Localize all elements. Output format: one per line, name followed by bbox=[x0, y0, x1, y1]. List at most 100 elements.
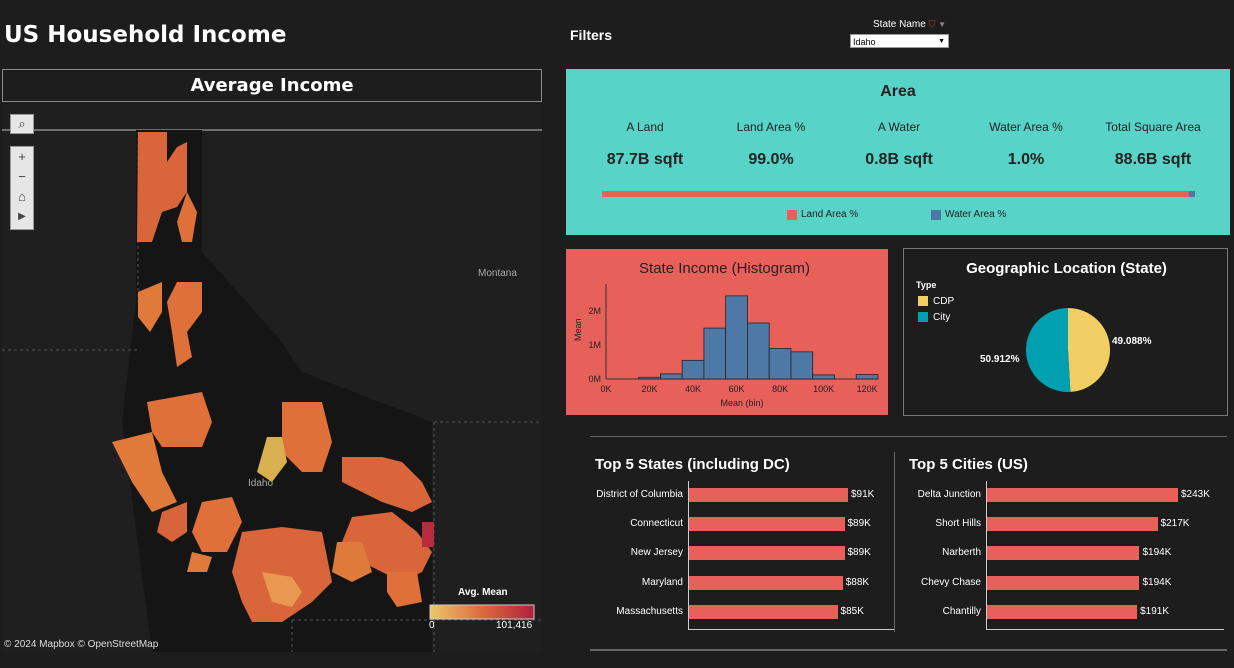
kpi-label-land: A Land bbox=[626, 120, 664, 134]
top-cities-chart: Top 5 Cities (US) Delta Junction $243K Sho… bbox=[904, 440, 1227, 640]
pie-title: Geographic Location (State) bbox=[966, 260, 1167, 277]
bar-value-label: $194K bbox=[1142, 576, 1172, 588]
pie-chart[interactable] bbox=[904, 249, 1229, 417]
kpi-label-total: Total Square Area bbox=[1105, 120, 1201, 134]
kpi-value-water-pct: 1.0% bbox=[1007, 151, 1045, 168]
bar-label: Maryland bbox=[641, 576, 683, 588]
filter-icon[interactable]: ⛉ bbox=[928, 19, 936, 29]
bar-label: Chantilly bbox=[942, 605, 981, 617]
map-canvas[interactable] bbox=[2, 102, 542, 652]
land-area-bar bbox=[602, 191, 1190, 197]
area-panel: Area A Land 87.7B sqft Land Area % 99.0%… bbox=[566, 69, 1230, 235]
kpi-value-land-pct: 99.0% bbox=[748, 151, 794, 168]
histogram-bar[interactable] bbox=[812, 374, 835, 380]
bar[interactable] bbox=[689, 604, 838, 619]
bar-value-label: $89K bbox=[847, 518, 871, 530]
state-dropdown[interactable]: Idaho ▼ bbox=[850, 34, 949, 48]
city-legend-swatch bbox=[918, 312, 928, 322]
histogram-bar[interactable] bbox=[747, 322, 770, 380]
histogram-xlabel: Mean (bin) bbox=[720, 398, 764, 408]
filter-menu-icon[interactable]: ▼ bbox=[938, 20, 947, 29]
bar[interactable] bbox=[987, 604, 1138, 619]
bar-value-label: $89K bbox=[847, 547, 871, 559]
area-title: Area bbox=[880, 83, 916, 100]
top-states-chart: Top 5 States (including DC) District of … bbox=[590, 440, 894, 640]
histogram-bar[interactable] bbox=[768, 348, 792, 380]
map-label-idaho: Idaho bbox=[248, 478, 274, 489]
state-filter-label: State Name ⛉ ▼ bbox=[873, 19, 947, 30]
histogram-x-tick: 0K bbox=[600, 384, 611, 394]
histogram-x-tick: 60K bbox=[729, 384, 745, 394]
kpi-label-water: A Water bbox=[877, 120, 921, 134]
chevron-down-icon: ▼ bbox=[938, 38, 945, 45]
city-legend-label: City bbox=[933, 312, 951, 323]
map-label-montana: Montana bbox=[478, 268, 517, 279]
zoom-in-icon[interactable]: + bbox=[18, 149, 26, 164]
histogram-bar[interactable] bbox=[660, 373, 683, 380]
bar-chart-axis bbox=[986, 481, 1224, 630]
play-icon[interactable]: ▶ bbox=[18, 211, 26, 222]
histogram-bar[interactable] bbox=[725, 295, 748, 380]
histogram-bar[interactable] bbox=[703, 327, 727, 380]
bar[interactable] bbox=[987, 575, 1140, 590]
kpi-value-total: 88.6B sqft bbox=[1114, 151, 1192, 168]
histogram-y-tick: 2M bbox=[588, 306, 601, 316]
map-legend-max: 101,416 bbox=[496, 620, 533, 631]
histogram-bar[interactable] bbox=[681, 359, 705, 380]
page-title: US Household Income bbox=[4, 22, 287, 48]
bar[interactable] bbox=[987, 546, 1140, 561]
map-title: Average Income bbox=[2, 69, 542, 102]
divider bbox=[894, 452, 895, 632]
county-regions[interactable] bbox=[112, 132, 434, 622]
bar[interactable] bbox=[987, 517, 1158, 532]
pie-label-city: 50.912% bbox=[980, 354, 1020, 365]
land-legend-label: Land Area % bbox=[801, 209, 859, 220]
histogram-panel: State Income (Histogram) 0M 1M 2M 0K 20K 40K 6… bbox=[566, 249, 888, 415]
home-icon[interactable]: ⌂ bbox=[18, 189, 26, 204]
bar-label: Chevy Chase bbox=[920, 576, 981, 588]
pie-slice-city[interactable] bbox=[1025, 308, 1071, 392]
bar-value-label: $191K bbox=[1140, 605, 1170, 617]
histogram-y-tick: 0M bbox=[588, 374, 601, 384]
map-zoom-controls: + − ⌂ ▶ bbox=[10, 146, 34, 230]
income-map[interactable]: ⌕ + − ⌂ ▶ Montana Idaho Avg. Mean 0 101,… bbox=[2, 102, 542, 652]
bar-label: District of Columbia bbox=[596, 489, 683, 500]
divider bbox=[590, 649, 1227, 651]
bar[interactable] bbox=[987, 488, 1178, 502]
bar[interactable] bbox=[689, 575, 843, 590]
bar-value-label: $243K bbox=[1181, 489, 1210, 500]
pie-legend-title: Type bbox=[916, 280, 937, 290]
zoom-out-icon[interactable]: − bbox=[18, 169, 26, 184]
bar[interactable] bbox=[689, 488, 848, 502]
bar-label: Short Hills bbox=[935, 518, 981, 530]
kpi-value-land: 87.7B sqft bbox=[606, 151, 684, 168]
histogram-x-tick: 20K bbox=[642, 384, 658, 394]
filters-label: Filters bbox=[570, 27, 613, 43]
bar-value-label: $217K bbox=[1160, 518, 1190, 530]
pie-label-cdp: 49.088% bbox=[1112, 336, 1152, 347]
histogram-y-tick: 1M bbox=[588, 340, 601, 350]
bar-label: Delta Junction bbox=[917, 489, 981, 500]
bar-chart-axis bbox=[688, 481, 894, 630]
kpi-value-water: 0.8B sqft bbox=[865, 151, 933, 168]
histogram-x-tick: 80K bbox=[772, 384, 788, 394]
bar-value-label: $91K bbox=[851, 489, 875, 500]
map-attribution: © 2024 Mapbox © OpenStreetMap bbox=[4, 639, 159, 650]
bar-value-label: $194K bbox=[1142, 547, 1172, 559]
histogram-bar[interactable] bbox=[638, 376, 661, 380]
map-search-icon[interactable]: ⌕ bbox=[10, 114, 34, 134]
cdp-legend-label: CDP bbox=[933, 296, 955, 307]
top-cities-title: Top 5 Cities (US) bbox=[909, 456, 1028, 473]
histogram-bar[interactable] bbox=[790, 351, 814, 380]
histogram-bar[interactable] bbox=[855, 374, 879, 380]
kpi-label-water-pct: Water Area % bbox=[989, 120, 1063, 134]
bar[interactable] bbox=[689, 517, 845, 532]
pie-slice-cdp[interactable] bbox=[1068, 308, 1110, 392]
bar-label: Massachusetts bbox=[616, 605, 683, 617]
histogram-ylabel: Mean bbox=[573, 318, 583, 341]
cdp-legend-swatch bbox=[918, 296, 928, 306]
divider bbox=[590, 436, 1227, 437]
histogram-chart[interactable]: 0M 1M 2M 0K 20K 40K 60K 80K 100K 120K bbox=[566, 249, 888, 415]
map-legend-min: 0 bbox=[429, 620, 435, 631]
bar[interactable] bbox=[689, 546, 845, 561]
